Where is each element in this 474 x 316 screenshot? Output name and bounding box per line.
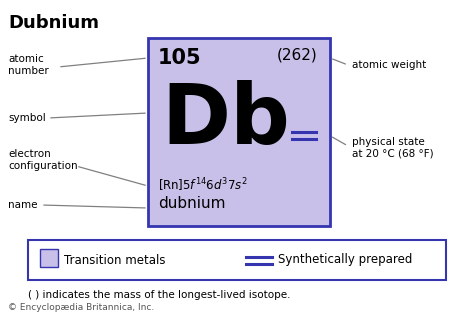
Text: [Rn]5$f^{14}$6$d^3$7$s^2$: [Rn]5$f^{14}$6$d^3$7$s^2$: [158, 176, 248, 193]
Bar: [28, 240, 446, 280]
Text: ( ) indicates the mass of the longest-lived isotope.: ( ) indicates the mass of the longest-li…: [28, 290, 291, 300]
Text: name: name: [8, 200, 37, 210]
Bar: [40, 249, 58, 267]
Text: 105: 105: [158, 48, 201, 68]
Text: (262): (262): [277, 48, 318, 63]
Text: atomic
number: atomic number: [8, 54, 49, 76]
Text: atomic weight: atomic weight: [352, 60, 426, 70]
Text: symbol: symbol: [8, 113, 46, 123]
Text: dubnium: dubnium: [158, 196, 226, 211]
Text: © Encyclopædia Britannica, Inc.: © Encyclopædia Britannica, Inc.: [8, 303, 154, 312]
Bar: [148, 38, 330, 226]
Text: Dubnium: Dubnium: [8, 14, 99, 32]
Text: physical state
at 20 °C (68 °F): physical state at 20 °C (68 °F): [352, 137, 434, 159]
Text: Transition metals: Transition metals: [64, 253, 165, 266]
Text: Db: Db: [162, 80, 291, 161]
Text: electron
configuration: electron configuration: [8, 149, 78, 171]
Text: Synthetically prepared: Synthetically prepared: [278, 253, 412, 266]
